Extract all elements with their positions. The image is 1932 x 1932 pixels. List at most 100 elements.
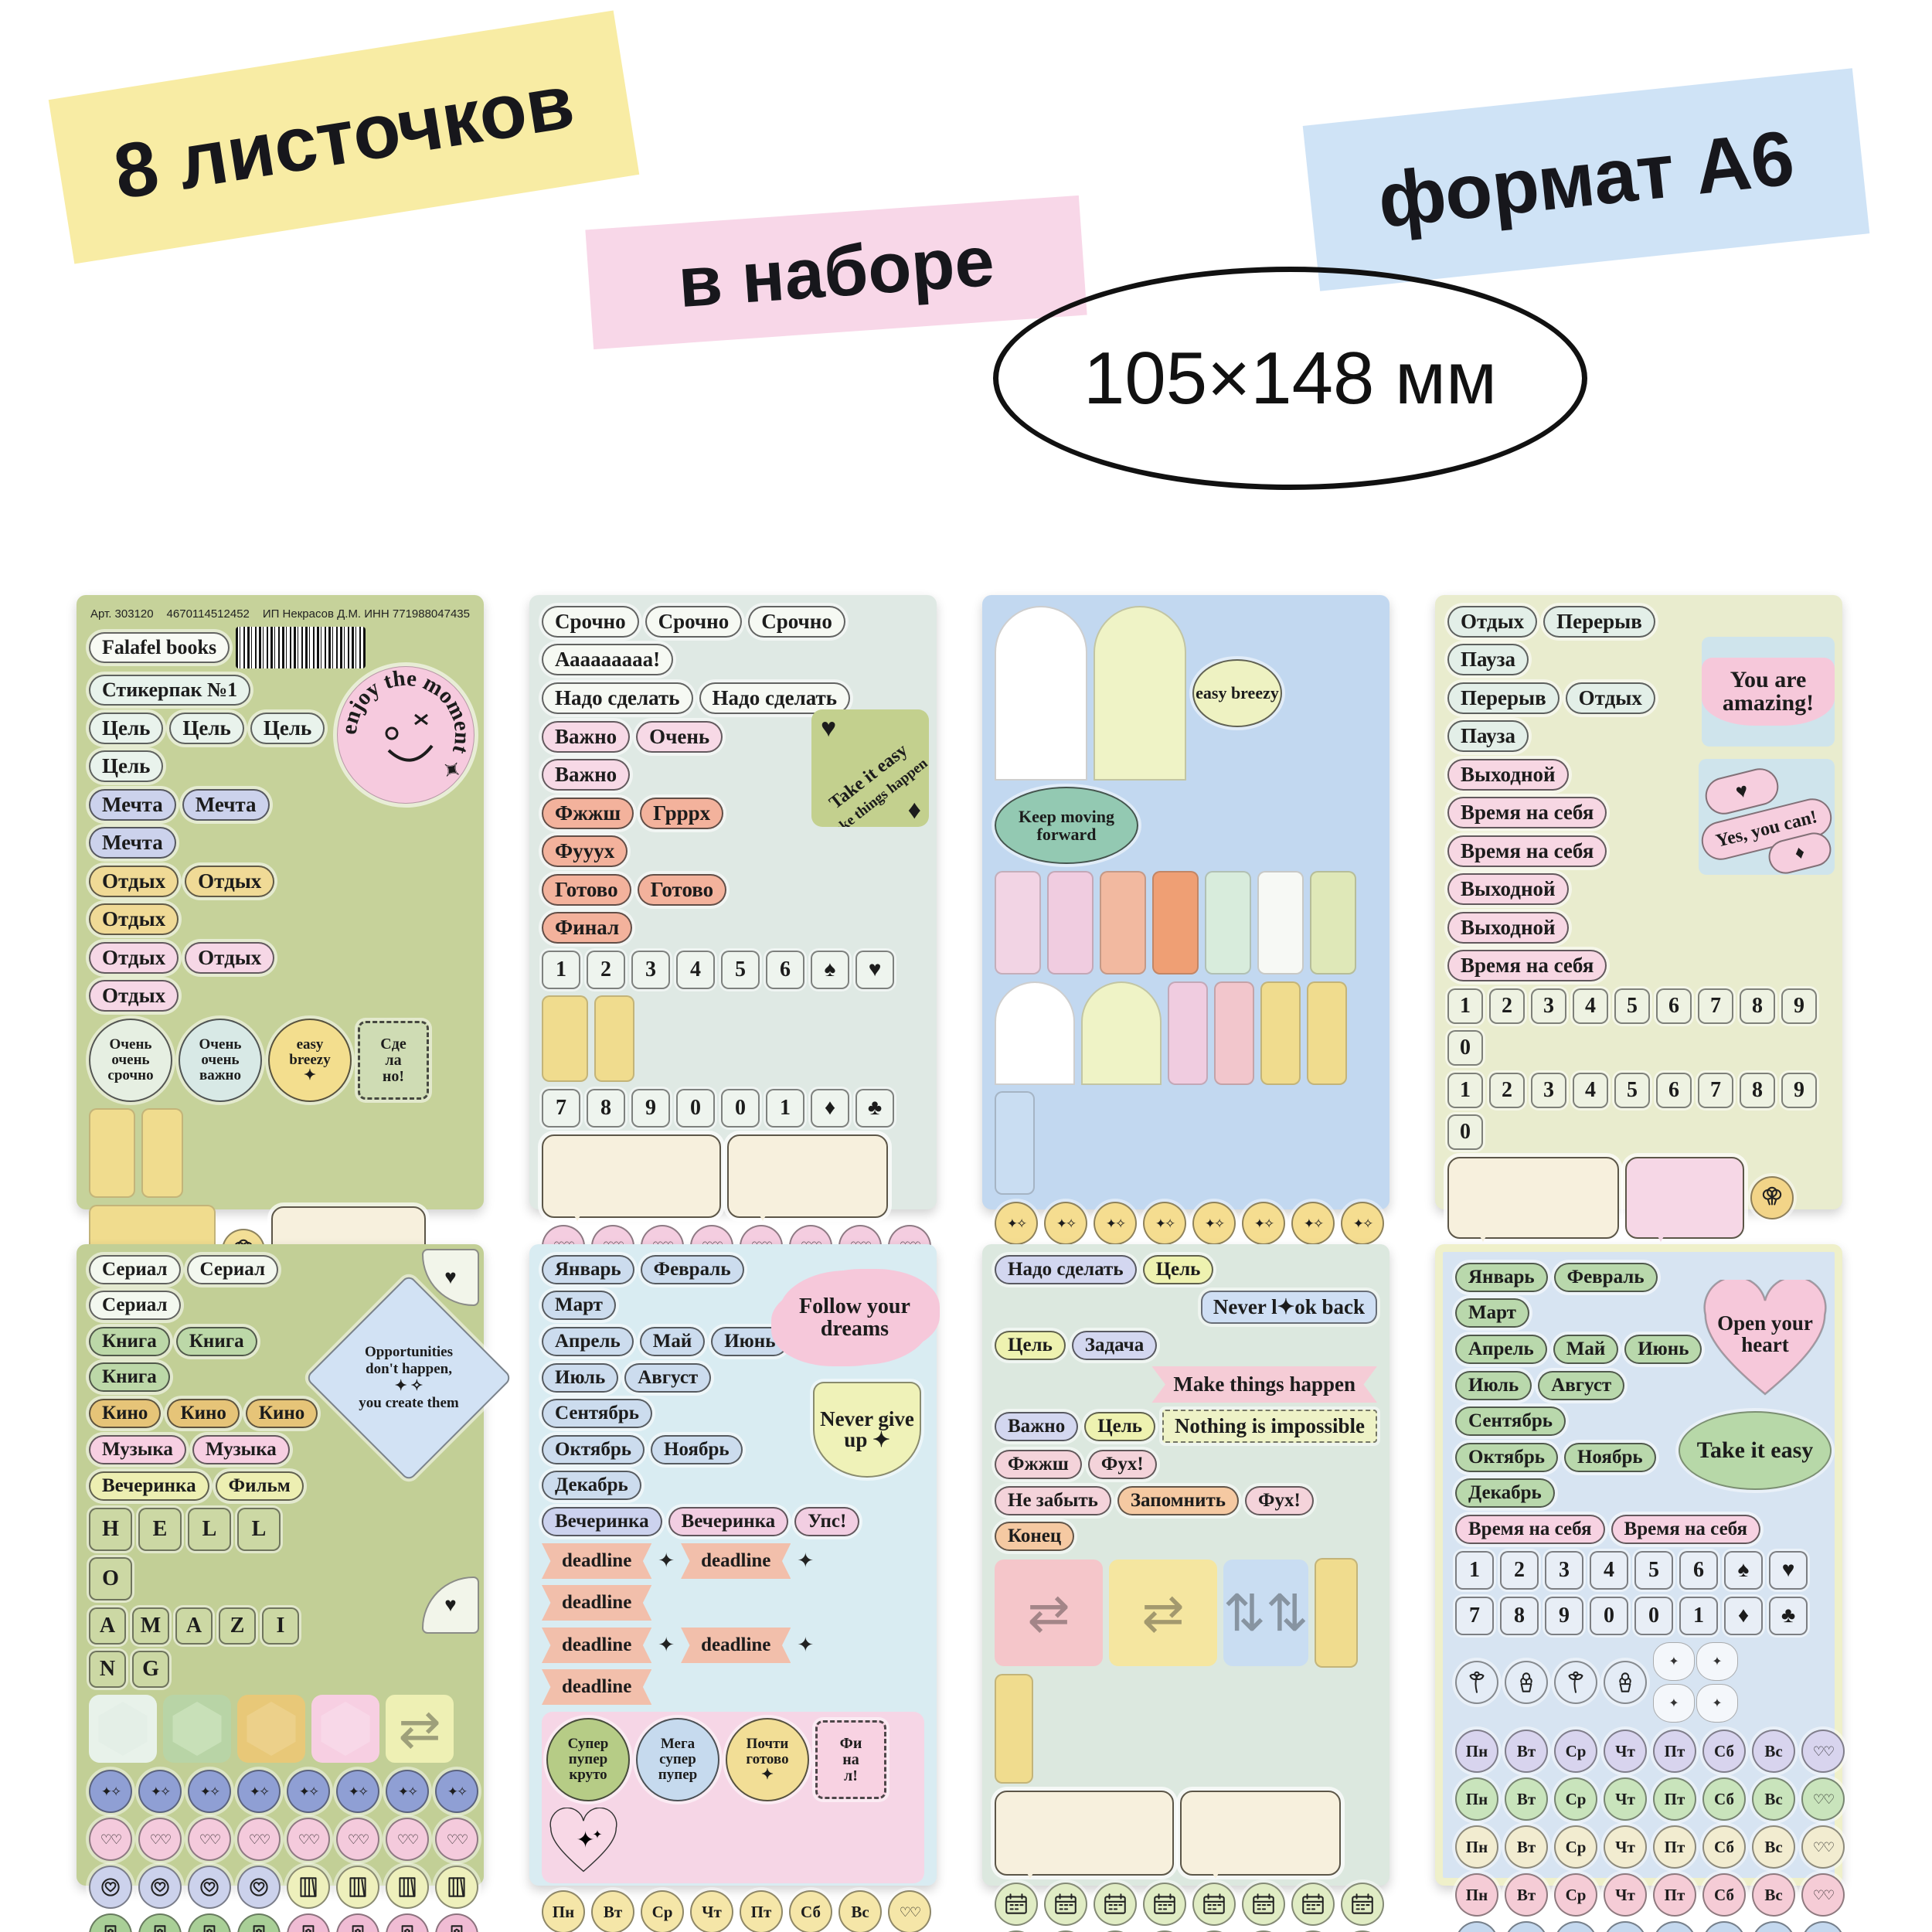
weekday-sticker: Чт xyxy=(1604,1873,1647,1917)
weekday-sticker: Ср xyxy=(1554,1921,1597,1932)
sticker-sheet-6: Январь Февраль Март Апрель Май Июнь Июль Август… xyxy=(529,1244,937,1932)
deadline-ribbon: deadline xyxy=(681,1628,791,1663)
sticker-pill: Фжжш xyxy=(995,1450,1082,1479)
sticker-pill: Март xyxy=(1455,1298,1529,1328)
sticker-row: Фжжш Грррх Фууух xyxy=(542,798,798,867)
sticker-sheet-3: easy breezy Keep moving forward ✦✧ ✦✧ ✦✧ ✦✧ ✦✧… xyxy=(982,595,1389,1437)
sticker-tile: 1 xyxy=(766,1089,804,1128)
sticker-sheet-2: Срочно Срочно Срочно Ааааааааа! Надо сделать… xyxy=(529,595,937,1460)
sticker-tile: 7 xyxy=(1698,988,1733,1024)
weekday-sticker: Вт xyxy=(591,1890,634,1932)
sticker-pill: Выходной xyxy=(1447,759,1569,791)
weekday-sticker: Ср xyxy=(1554,1873,1597,1917)
sticker-pill: Октябрь xyxy=(542,1435,645,1464)
sticker-tile: 1 xyxy=(1679,1597,1718,1635)
sticker-pill: Вечеринка xyxy=(542,1507,662,1536)
sticker-tile: 9 xyxy=(1781,988,1817,1024)
sticker-pill: Отдых xyxy=(89,866,179,897)
balloons-icon xyxy=(1750,1176,1794,1219)
opportunities-line2: don't happen, xyxy=(366,1361,452,1378)
phrase-sticker: Never l✦ok back xyxy=(1200,1291,1377,1324)
heart-icon: ✦ xyxy=(1696,1642,1738,1681)
hearts2-icon: ♡♡ xyxy=(888,1890,931,1932)
sticker-row: deadline ✦ deadline ✦ deadline xyxy=(542,1543,924,1621)
sticker-pill: Апрель xyxy=(1455,1335,1547,1364)
sticker-pill: Важно xyxy=(995,1411,1079,1441)
sticker-pill: Апрель xyxy=(542,1327,634,1356)
speech-bubble-sticker xyxy=(1447,1157,1619,1242)
sticker-sheets-grid: Арт. 303120 4670114512452 ИП Некрасов Д.… xyxy=(77,595,1845,1932)
sticker-tile: 1 xyxy=(1447,988,1483,1024)
sticker-pill: Фух! xyxy=(1087,1450,1157,1479)
pattern-sticker xyxy=(1100,871,1146,975)
sticker-pill: Срочно xyxy=(748,606,845,638)
weekday-sticker: Пн xyxy=(1455,1921,1498,1932)
hearts2-icon: ♡♡ xyxy=(1801,1730,1845,1773)
sticker-pill: Июль xyxy=(1455,1371,1532,1400)
sticker-pill: Срочно xyxy=(645,606,743,638)
deadline-ribbon: deadline xyxy=(542,1628,652,1663)
diamond-suit-icon: ♦ xyxy=(907,796,921,825)
hexagon-sticker xyxy=(311,1695,379,1763)
sparkburst-icon: ✦✧ xyxy=(188,1770,231,1813)
pattern-sticker xyxy=(1260,981,1301,1085)
sticker-pill: Надо сделать xyxy=(995,1255,1137,1284)
bookmark-icon xyxy=(336,1913,379,1932)
sticker-pill: Фууух xyxy=(542,835,628,867)
sticker-tile: ♦ xyxy=(811,1089,849,1128)
pot-icon xyxy=(1604,1661,1647,1704)
pattern-sticker xyxy=(995,606,1087,781)
pattern-sticker xyxy=(141,1108,183,1198)
weekday-sticker: Ср xyxy=(1554,1777,1597,1821)
sticker-tile: 2 xyxy=(1489,1073,1525,1108)
sticker-pill: Май xyxy=(1553,1335,1619,1364)
text-circle-sticker: Очень очень важно xyxy=(179,1019,262,1102)
pot-icon xyxy=(1505,1661,1548,1704)
text-circle-sticker: Супер пупер круто xyxy=(546,1718,630,1801)
books-icon xyxy=(287,1866,330,1909)
sticker-tile: 0 xyxy=(1447,1030,1483,1066)
hearts2-icon: ♡♡ xyxy=(1801,1873,1845,1917)
sticker-tile: L xyxy=(237,1508,281,1551)
sticker-pill: Кино xyxy=(89,1399,162,1428)
text-oval-sticker: easy breezy xyxy=(1192,659,1282,727)
sticker-pill: Сентябрь xyxy=(542,1399,652,1428)
weekday-sticker: Ср xyxy=(1554,1730,1597,1773)
pattern-sticker xyxy=(1307,981,1347,1085)
sticker-tile: 7 xyxy=(1698,1073,1733,1108)
weekday-sticker: Сб xyxy=(1702,1873,1746,1917)
sticker-pill: Очень xyxy=(636,721,723,753)
speech-bubble-sticker xyxy=(1625,1157,1744,1242)
sticker-row: Выходной Время на себя xyxy=(1447,912,1693,981)
sticker-pill: Выходной xyxy=(1447,912,1569,944)
sticker-row: Цель Задача Make things happen xyxy=(995,1331,1377,1403)
weekday-sticker: Сб xyxy=(789,1890,832,1932)
sticker-row: Надо сделать Надо сделать xyxy=(542,682,924,714)
calendar-icon xyxy=(1143,1883,1186,1926)
sticker-pill: Музыка xyxy=(192,1435,290,1464)
hexagon-sticker xyxy=(89,1695,157,1763)
speech-bubble-sticker xyxy=(995,1791,1174,1879)
sparkburst-icon: ✦✧ xyxy=(1143,1202,1186,1245)
sticker-row: Не забыть Запомнить Фух! Конец xyxy=(995,1486,1377,1551)
sticker-pill: Отдых xyxy=(89,980,179,1012)
heart-icon: ✦ xyxy=(1696,1684,1738,1723)
svg-text:✦: ✦ xyxy=(593,1828,603,1842)
sticker-tile: 6 xyxy=(1656,988,1692,1024)
sticker-row xyxy=(542,1134,924,1221)
sticker-row xyxy=(995,871,1377,975)
sticker-row: Фжжш Фух! xyxy=(995,1450,1377,1479)
sticker-pill: Финал xyxy=(542,912,633,944)
sticker-row: Январь Февраль Март xyxy=(542,1255,798,1320)
flower-icon xyxy=(1554,1661,1597,1704)
calendar-icon xyxy=(1044,1883,1087,1926)
sticker-pill: Важно xyxy=(542,721,631,753)
sticker-tile: 8 xyxy=(1500,1597,1539,1635)
sticker-row: Отдых Перерыв Пауза xyxy=(1447,606,1693,675)
pattern-sticker xyxy=(1205,871,1251,975)
take-it-easy-sticker: Take it easy xyxy=(1679,1411,1832,1490)
